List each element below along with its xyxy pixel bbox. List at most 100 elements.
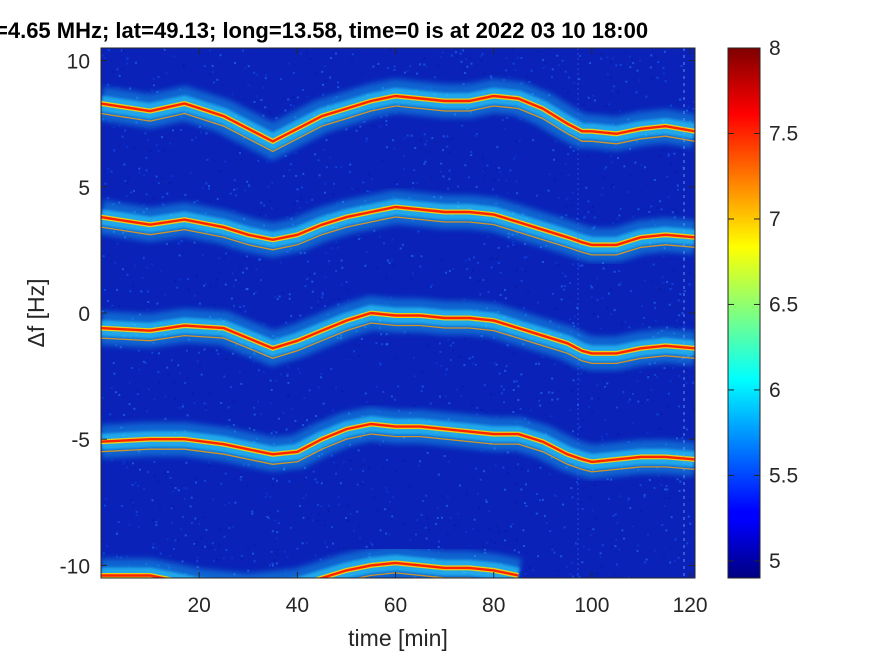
noise-pixel: [211, 64, 214, 67]
noise-pixel: [370, 360, 373, 363]
noise-pixel: [169, 554, 172, 557]
noise-pixel: [110, 387, 113, 389]
noise-pixel: [266, 516, 269, 518]
noise-pixel: [587, 211, 590, 214]
noise-pixel: [404, 279, 407, 282]
noise-pixel: [316, 481, 319, 484]
noise-pixel: [406, 134, 409, 137]
noise-pixel: [271, 530, 274, 533]
noise-pixel: [212, 498, 215, 501]
noise-pixel: [450, 359, 452, 362]
noise-pixel: [216, 189, 219, 192]
noise-pixel: [529, 409, 532, 412]
y-tick-label: 10: [67, 51, 90, 74]
noise-pixel: [145, 514, 148, 517]
noise-pixel: [616, 522, 619, 524]
noise-pixel: [407, 333, 410, 336]
noise-pixel: [292, 96, 295, 99]
noise-pixel: [416, 72, 419, 75]
noise-pixel: [351, 57, 354, 60]
noise-pixel: [614, 574, 617, 577]
noise-pixel: [211, 542, 214, 545]
noise-pixel: [111, 305, 114, 307]
noise-pixel: [465, 58, 468, 61]
noise-pixel: [514, 286, 517, 288]
noise-pixel: [570, 487, 573, 490]
noise-pixel: [452, 268, 455, 270]
noise-pixel: [529, 303, 532, 306]
noise-pixel: [334, 390, 337, 393]
noise-pixel: [190, 171, 193, 174]
noise-pixel: [383, 166, 386, 169]
noise-pixel: [315, 415, 318, 417]
noise-pixel: [268, 564, 271, 567]
noise-pixel: [207, 541, 210, 544]
noise-pixel: [451, 137, 454, 140]
noise-pixel: [564, 70, 567, 73]
noise-pixel: [463, 298, 466, 301]
noise-pixel: [679, 293, 682, 296]
noise-pixel: [247, 65, 250, 68]
noise-pixel: [296, 200, 299, 203]
noise-pixel: [140, 556, 143, 559]
noise-pixel: [359, 537, 361, 539]
noise-pixel: [523, 307, 526, 310]
noise-pixel: [278, 295, 281, 298]
noise-pixel: [669, 380, 672, 383]
noise-pixel: [223, 256, 226, 259]
noise-pixel: [647, 396, 650, 398]
noise-pixel: [418, 460, 421, 463]
noise-pixel: [442, 144, 445, 147]
noise-pixel: [357, 449, 360, 452]
noise-pixel: [541, 355, 544, 358]
noise-pixel: [194, 477, 197, 480]
noise-pixel: [242, 271, 245, 274]
noise-pixel: [569, 281, 571, 284]
trace-band: [101, 406, 695, 480]
noise-pixel: [135, 61, 137, 64]
noise-pixel: [449, 344, 452, 347]
noise-pixel: [503, 452, 506, 454]
noise-pixel: [217, 352, 220, 355]
noise-pixel: [546, 270, 549, 273]
noise-pixel: [326, 508, 329, 511]
noise-pixel: [653, 301, 656, 304]
noise-pixel: [631, 438, 634, 441]
noise-pixel: [480, 59, 483, 62]
noise-pixel: [145, 169, 148, 172]
noise-pixel: [155, 144, 158, 147]
noise-pixel: [341, 266, 344, 269]
noise-pixel: [438, 54, 441, 57]
noise-pixel: [470, 62, 473, 65]
noise-pixel: [118, 74, 121, 77]
noise-pixel: [581, 264, 584, 267]
noise-pixel: [317, 304, 320, 307]
noise-pixel: [274, 295, 277, 298]
noise-pixel: [692, 381, 695, 384]
noise-pixel: [216, 559, 219, 561]
noise-pixel: [178, 278, 181, 281]
noise-pixel: [275, 431, 278, 434]
noise-pixel: [493, 362, 496, 364]
noise-pixel: [293, 105, 296, 108]
noise-pixel: [138, 167, 141, 170]
chart-title: =4.65 MHz; lat=49.13; long=13.58, time=0…: [0, 18, 648, 43]
noise-pixel: [628, 576, 631, 578]
noise-pixel: [151, 499, 154, 502]
noise-pixel: [355, 144, 357, 147]
noise-pixel: [303, 252, 306, 254]
noise-pixel: [166, 192, 169, 195]
noise-pixel: [413, 255, 415, 258]
noise-pixel: [447, 339, 450, 342]
noise-pixel: [503, 388, 505, 391]
noise-pixel: [171, 175, 174, 177]
noise-pixel: [258, 214, 261, 217]
noise-pixel: [460, 394, 463, 397]
noise-pixel: [272, 483, 275, 486]
noise-pixel: [674, 560, 677, 562]
noise-pixel: [360, 237, 363, 240]
noise-pixel: [537, 555, 540, 558]
noise-pixel: [450, 54, 453, 57]
noise-pixel: [283, 550, 286, 553]
noise-pixel: [242, 49, 244, 52]
